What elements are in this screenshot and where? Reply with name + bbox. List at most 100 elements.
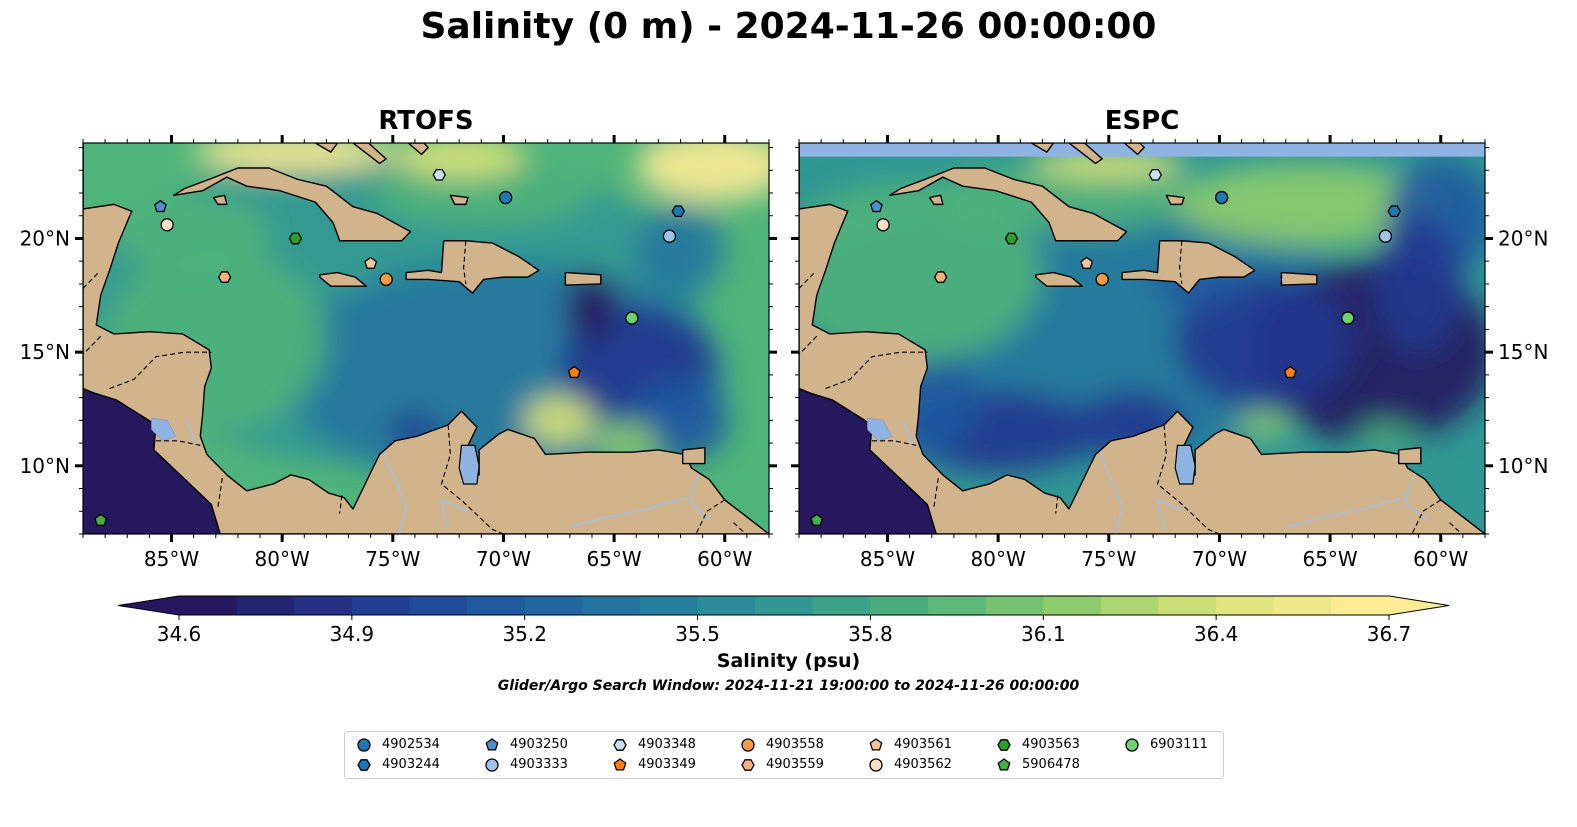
float-marker-4903562 (160, 218, 174, 232)
legend-marker (1125, 738, 1139, 752)
legend-label: 4903558 (766, 737, 824, 752)
colorbar-segment (1043, 596, 1102, 615)
country-border (1179, 240, 1183, 285)
colorbar-extend-low (118, 596, 179, 615)
float-marker-4903559 (217, 271, 232, 283)
legend-item-4902534: 4902534 (356, 736, 440, 754)
legend-label: 4903559 (766, 757, 824, 772)
land-bahamas2 (352, 143, 387, 165)
circle-icon (357, 738, 371, 752)
colorbar-segment (755, 596, 814, 615)
country-border (1156, 424, 1221, 534)
land-hispaniola (1121, 240, 1256, 294)
lon-tick-label: 80°W (255, 547, 310, 571)
salinity-anomaly (1358, 422, 1412, 450)
land-bahamas1 (314, 143, 339, 153)
salinity-anomaly (1374, 215, 1463, 353)
float-marker-5906478 (810, 513, 824, 526)
colorbar-segment (179, 596, 238, 615)
legend-item-4903561: 4903561 (868, 736, 952, 754)
lat-tick-label: 10°N (1498, 454, 1548, 478)
lon-tick-label: 85°W (144, 547, 199, 571)
salinity-anomaly (636, 204, 725, 296)
land-isla-juventud (928, 194, 944, 206)
salinity-anomaly (799, 181, 1043, 364)
colorbar-segment (1216, 596, 1275, 615)
lon-tick-label: 60°W (697, 547, 752, 571)
river (1404, 474, 1428, 521)
salinity-anomaly (636, 143, 769, 203)
land-bahamas1 (1030, 143, 1055, 153)
country-border (83, 272, 99, 289)
land-hispaniola (405, 240, 540, 294)
float-marker-4903563 (1004, 232, 1019, 245)
land-central-america (799, 143, 1485, 534)
panel-title-rtofs: RTOFS (378, 106, 474, 136)
country-border (1411, 499, 1442, 534)
float-marker-4903563 (288, 232, 303, 245)
land-puerto-rico (1280, 271, 1318, 286)
pentagon-icon (997, 758, 1011, 771)
colorbar-tick-label: 36.1 (1021, 622, 1066, 646)
country-border (695, 499, 726, 534)
land-puerto-rico (564, 271, 602, 286)
circle-icon (1125, 738, 1139, 752)
lat-tick-label: 20°N (1498, 226, 1548, 250)
river (569, 496, 688, 528)
land-central-america (83, 143, 769, 534)
legend-label: 4903244 (382, 757, 440, 772)
hexagon-icon (741, 759, 755, 771)
float-marker-4903244 (1387, 205, 1402, 218)
colorbar-segment (582, 596, 641, 615)
country-border (825, 351, 928, 390)
salinity-anomaly (565, 272, 619, 341)
map-frame-rtofs (82, 142, 770, 535)
country-border (933, 477, 939, 507)
pacific-ocean (83, 388, 221, 534)
legend-label: 4903250 (510, 737, 568, 752)
colorbar-segment (1100, 596, 1160, 615)
float-marker-4903562 (876, 218, 890, 232)
float-marker-4903250 (869, 199, 883, 213)
legend-label: 4902534 (382, 737, 440, 752)
legend-item-4903349: 4903349 (612, 756, 696, 774)
country-border (799, 272, 815, 289)
lon-tick-label: 80°W (971, 547, 1026, 571)
river (1285, 496, 1404, 528)
legend-item-4903558: 4903558 (740, 736, 824, 754)
lat-tick-label: 15°N (1498, 340, 1548, 364)
colorbar-segment (985, 596, 1044, 615)
colorbar-label: Salinity (psu) (716, 650, 861, 672)
land-cuba (889, 167, 1128, 242)
float-marker-4903558 (379, 272, 393, 287)
colorbar-segment (928, 596, 987, 615)
legend-marker (741, 759, 755, 771)
lon-tick-label: 70°W (476, 547, 531, 571)
salinity-anomaly (193, 143, 393, 173)
legend-item-4903244: 4903244 (356, 756, 440, 774)
salinity-anomaly (116, 193, 272, 275)
river (688, 474, 712, 521)
colorbar-tick-label: 36.7 (1367, 622, 1412, 646)
colorbar-segment (409, 596, 468, 615)
hexagon-icon (357, 759, 371, 771)
land-yucatan-tip (799, 143, 800, 210)
legend-marker (485, 758, 499, 772)
figure-title: Salinity (0 m) - 2024-11-26 00:00:00 (420, 6, 1157, 47)
lon-tick-label: 70°W (1192, 547, 1247, 571)
colorbar-segment (697, 596, 756, 615)
legend-label: 4903563 (1022, 737, 1080, 752)
legend-item-6903111: 6903111 (1124, 736, 1208, 754)
map-frame-espc (798, 142, 1486, 535)
colorbar-segment (351, 596, 411, 615)
float-marker-4903348 (1148, 168, 1163, 181)
float-marker-4903250 (153, 199, 167, 213)
legend-marker (357, 759, 371, 771)
colorbar-segment (1158, 596, 1217, 615)
float-marker-4902534 (499, 190, 513, 205)
lon-tick-label: 75°W (365, 547, 420, 571)
float-marker-4903558 (1095, 272, 1109, 287)
lake-maracaibo (458, 444, 480, 485)
salinity-anomaly (392, 143, 526, 180)
